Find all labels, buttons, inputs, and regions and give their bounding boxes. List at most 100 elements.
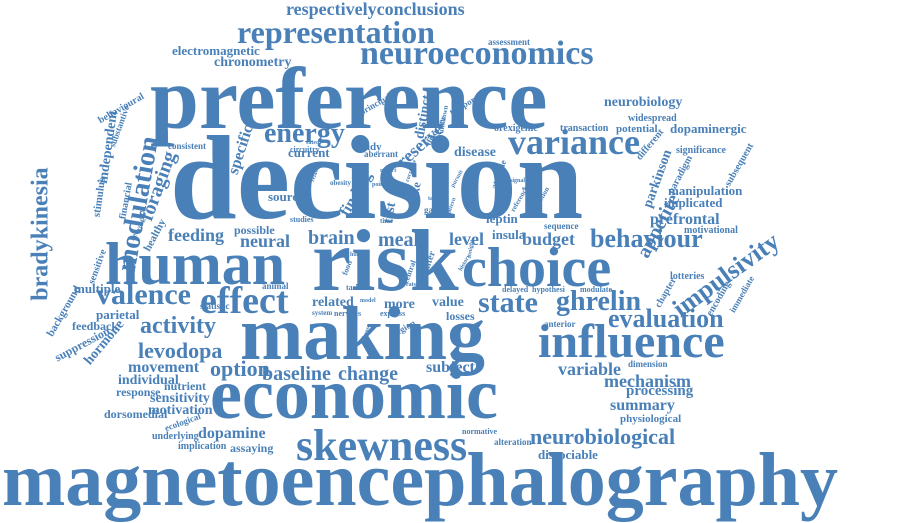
word-brain: brain: [308, 227, 355, 249]
word-support: support: [522, 186, 543, 192]
word-hypothesi: hypothesi: [532, 285, 565, 294]
word-lotteries: lotteries: [670, 271, 705, 282]
word-neuroeconomics: neuroeconomics: [360, 35, 594, 72]
word-dissociable: dissociable: [538, 447, 598, 462]
word-significance: significance: [676, 145, 726, 156]
word-making: making: [240, 292, 485, 376]
word-electromagnetic: electromagnetic: [172, 43, 260, 58]
word-bradykinesia: bradykinesia: [27, 167, 54, 301]
word-anterior: anterior: [544, 319, 576, 329]
word-studies: studies: [290, 215, 314, 224]
word-insula: insula: [492, 227, 526, 242]
word-multiple: multiple: [74, 281, 121, 296]
word-valence: valence: [96, 278, 191, 311]
word-point: point: [372, 182, 386, 188]
word-feeding: feeding: [168, 225, 224, 245]
word-subsequent: subsequent: [722, 141, 757, 189]
word-influence: influence: [538, 315, 725, 368]
word-losses: losses: [446, 309, 475, 323]
word-widespread: widespread: [628, 113, 677, 124]
word-system: system: [312, 309, 333, 317]
word-circuitry: circuitry: [290, 145, 320, 154]
word-rats: rats: [406, 282, 416, 288]
word-more: more: [384, 297, 415, 312]
word-level: level: [449, 229, 484, 249]
word-baseline: baseline: [262, 363, 331, 385]
word-aberrant: aberrant: [364, 149, 398, 159]
word-statistic: statistic: [200, 301, 230, 311]
word-assessment: assessment: [488, 37, 530, 47]
word-energy: energy: [264, 118, 345, 149]
word-potential: potential: [616, 123, 658, 135]
word-decision: decision: [170, 111, 584, 244]
word-neurobiology: neurobiology: [604, 95, 683, 110]
word-value: value: [432, 295, 464, 310]
word-model: model: [360, 298, 376, 304]
word-subject: subject: [426, 359, 475, 376]
word-disease: disease: [454, 145, 496, 160]
word-ghrelin: ghrelin: [556, 286, 642, 317]
word-response: response: [116, 385, 161, 399]
word-current: current: [288, 145, 330, 160]
word-consistent: consistent: [168, 141, 206, 151]
word-study: study: [356, 141, 382, 153]
word-movement: movement: [128, 359, 200, 376]
word-magnetoencephalography: magnetoencephalography: [2, 438, 838, 522]
word-sensitivity: sensitivity: [150, 391, 210, 406]
word-human: human: [105, 231, 286, 297]
word-mechanism: mechanism: [604, 371, 691, 391]
word-summary: summary: [610, 397, 675, 414]
word-feedback: feedback: [72, 319, 118, 333]
word-assaying: assaying: [230, 441, 274, 455]
word-time: time: [380, 217, 394, 225]
word-nutrient: nutrient: [164, 379, 206, 393]
word-gain: gain: [424, 205, 441, 215]
word-normative: normative: [462, 427, 498, 436]
word-choice: choice: [462, 237, 612, 299]
word-leptin: leptin: [486, 211, 518, 226]
word-possible: possible: [234, 223, 275, 237]
word-option: option: [210, 356, 270, 381]
word-motivational: motivational: [684, 225, 738, 236]
word-behaviour: behaviour: [590, 224, 703, 253]
word-target: target: [428, 196, 444, 202]
word-hungry: hungry: [350, 252, 369, 258]
word-nervous: nervous: [334, 309, 362, 318]
word-sated: sated: [306, 140, 320, 146]
word-budget: budget: [522, 229, 576, 249]
word-levodopa: levodopa: [138, 338, 223, 363]
word-alteration: alteration: [494, 437, 532, 447]
word-prefrontal: prefrontal: [650, 211, 720, 228]
word-physiological: physiological: [620, 413, 682, 425]
word-change: change: [338, 363, 398, 385]
word-respectivelyconclusions: respectivelyconclusions: [286, 0, 465, 19]
word-dopaminergic: dopaminergic: [670, 121, 747, 136]
word-preference: preference: [150, 51, 548, 148]
word-obesity: obesity: [330, 179, 351, 187]
word-signal: signal: [510, 178, 526, 184]
word-meal: meal: [378, 229, 420, 251]
word-task: task: [346, 283, 361, 292]
word-dimension: dimension: [628, 359, 668, 369]
word-modulate: modulate: [580, 285, 612, 294]
word-underlying: underlying: [152, 431, 199, 442]
word-processing: processing: [626, 383, 694, 399]
word-neurobiological: neurobiological: [530, 424, 676, 449]
word-implication: implication: [178, 441, 227, 452]
word-orexigenic: orexigenic: [494, 123, 538, 134]
word-neural: neural: [240, 231, 291, 251]
word-stimulus: stimulus: [90, 176, 109, 218]
word-sequence: sequence: [544, 221, 579, 231]
word-motivation: motivation: [148, 403, 213, 418]
word-evaluation: evaluation: [608, 304, 724, 333]
word-risk: risk: [312, 213, 459, 310]
word-individual: individual: [118, 373, 179, 388]
word-implicated: implicated: [664, 195, 723, 210]
word-delayed: delayed: [502, 285, 529, 294]
word-skewness: skewness: [296, 421, 468, 470]
word-parietal: parietal: [96, 307, 140, 322]
word-manipulation: manipulation: [668, 183, 743, 198]
word-report: report: [380, 168, 397, 174]
word-effect: effect: [200, 280, 289, 322]
